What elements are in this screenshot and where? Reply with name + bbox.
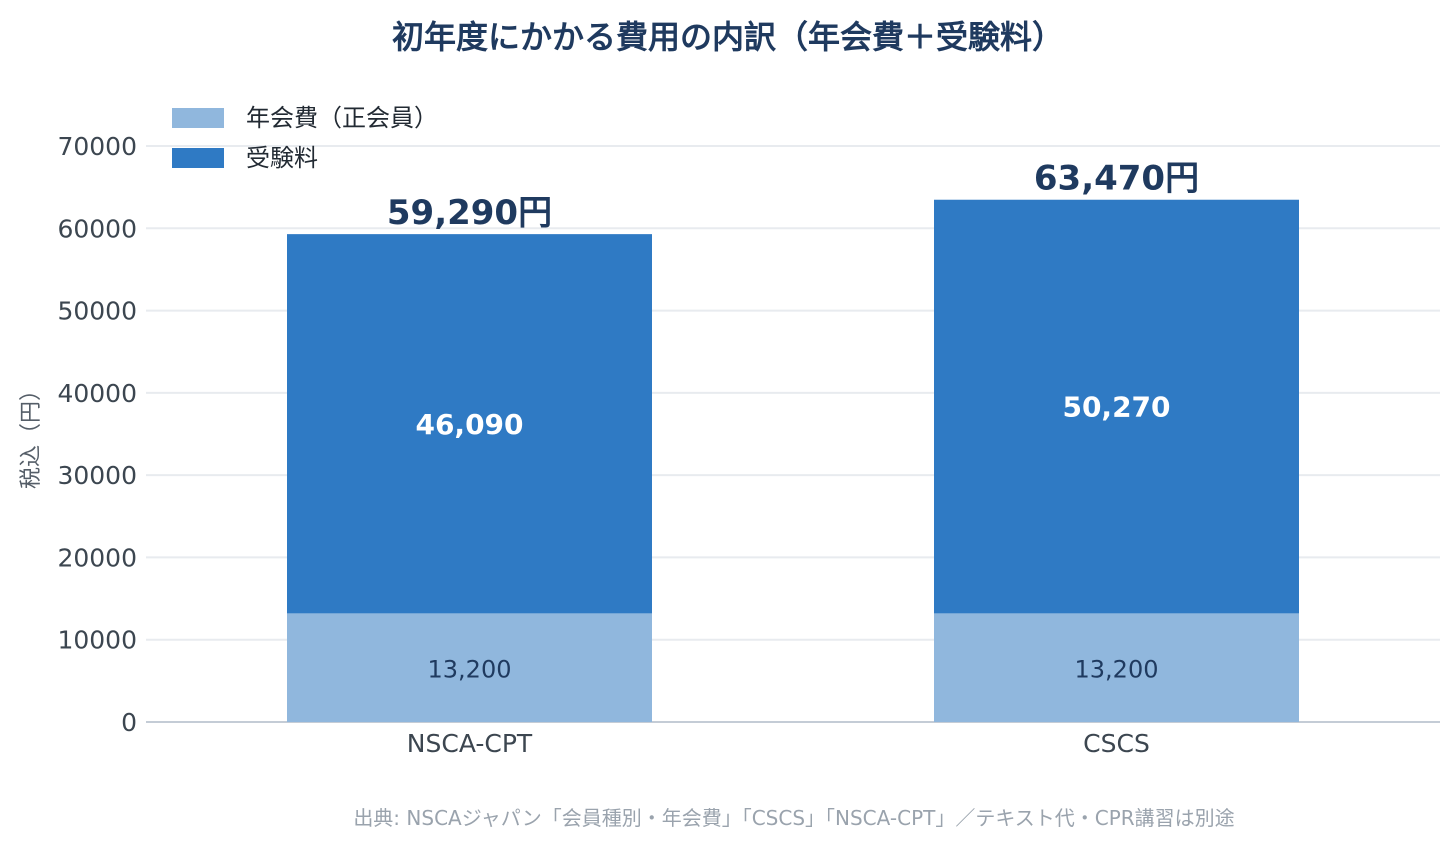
legend-label: 受験料: [246, 144, 318, 172]
bar-value-label: 13,200: [1075, 656, 1159, 684]
y-tick-label: 60000: [57, 214, 137, 243]
bar-segment-fee-2: [934, 613, 1299, 722]
y-tick-label: 10000: [57, 626, 137, 655]
x-tick-label: NSCA-CPT: [407, 729, 533, 758]
chart-title: 初年度にかかる費用の内訳（年会費＋受験料）: [391, 18, 1064, 56]
legend-swatch: [172, 108, 224, 128]
bar-segment-fee-1: [287, 613, 652, 722]
bar-value-label: 13,200: [428, 656, 512, 684]
y-tick-label: 70000: [57, 132, 137, 161]
legend-label: 年会費（正会員）: [246, 104, 438, 132]
bar-total-label: 63,470円: [1034, 159, 1199, 199]
y-tick-label: 20000: [57, 543, 137, 572]
bar-segment-exam-2: [934, 199, 1299, 614]
legend-swatch: [172, 148, 224, 168]
y-tick-label: 30000: [57, 461, 137, 490]
y-axis-label: 税込（円）: [19, 379, 44, 489]
source-note: 出典: NSCAジャパン「会員種別・年会費」「CSCS」「NSCA-CPT」／テ…: [353, 806, 1235, 830]
x-tick-label: CSCS: [1083, 729, 1150, 758]
bar-total-label: 59,290円: [387, 193, 552, 233]
bar-segment-exam-1: [287, 234, 652, 614]
y-tick-label: 50000: [57, 297, 137, 326]
y-tick-label: 40000: [57, 379, 137, 408]
bar-value-label: 46,090: [415, 408, 523, 441]
bar-value-label: 50,270: [1062, 391, 1170, 424]
y-tick-label: 0: [121, 708, 137, 737]
